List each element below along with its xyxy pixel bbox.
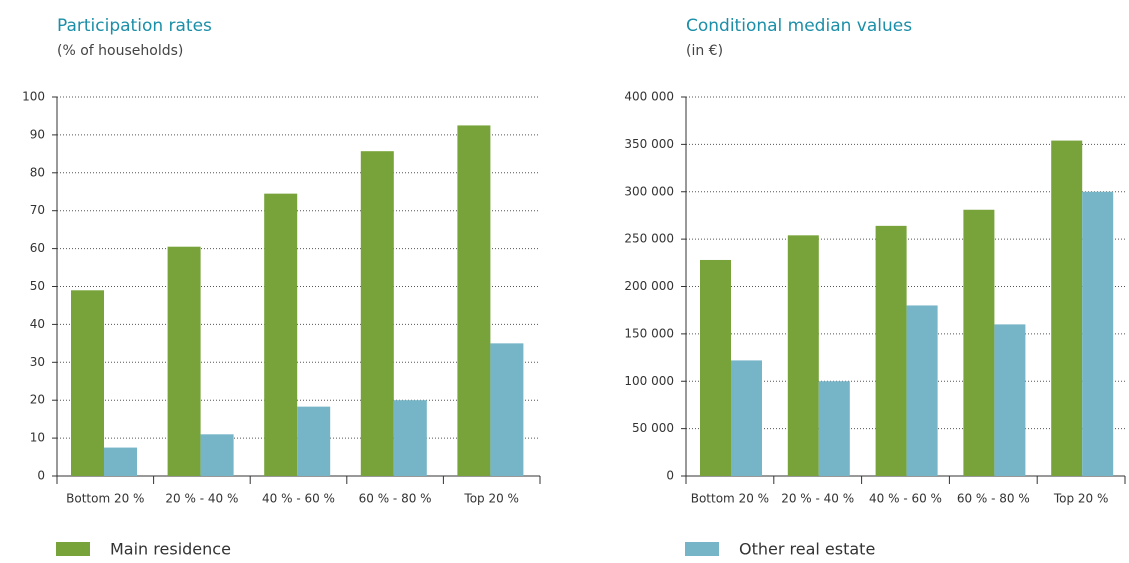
bar [994,324,1026,476]
y-tick-label: 150 000 [624,326,674,340]
bar [490,343,524,476]
bar [200,434,234,476]
y-tick-label: 400 000 [624,90,674,104]
y-tick-label: 30 [30,355,45,369]
bar [875,225,907,476]
bar [457,125,491,477]
y-tick-label: 250 000 [624,232,674,246]
y-tick-label: 350 000 [624,137,674,151]
bar [264,193,298,476]
bar [360,151,394,476]
y-tick-label: 80 [30,165,45,179]
bar [1051,140,1083,476]
legend-swatch [56,542,90,556]
y-tick-label: 20 [30,393,45,407]
y-tick-label: 10 [30,431,45,445]
bar [297,406,331,476]
x-tick-label: 60 % - 80 % [957,492,1030,506]
bar [906,305,938,476]
x-tick-label: 40 % - 60 % [869,492,942,506]
chart-title: Conditional median values [686,16,912,36]
chart-subtitle: (% of households) [57,43,183,59]
x-tick-label: Top 20 % [463,492,519,506]
x-tick-label: 60 % - 80 % [359,492,432,506]
x-tick-label: 40 % - 60 % [262,492,335,506]
y-tick-label: 60 [30,241,45,255]
y-tick-label: 300 000 [624,184,674,198]
bar [700,259,731,476]
bar [104,447,137,476]
x-tick-label: 20 % - 40 % [781,492,854,506]
x-tick-label: 20 % - 40 % [165,492,238,506]
legend-label: Main residence [110,540,231,559]
y-tick-label: 40 [30,317,45,331]
bar [393,400,427,476]
bar [71,290,104,476]
bar [167,246,201,476]
y-tick-label: 0 [666,469,674,483]
y-tick-label: 100 000 [624,374,674,388]
x-tick-label: Bottom 20 % [691,492,769,506]
x-tick-label: Top 20 % [1053,492,1109,506]
x-tick-label: Bottom 20 % [66,492,144,506]
legend-swatch [685,542,719,556]
bar [963,209,995,476]
y-tick-label: 50 [30,279,45,293]
bar [787,235,819,476]
bar [818,381,850,476]
bar [731,360,762,476]
y-tick-label: 90 [30,127,45,141]
chart-title: Participation rates [57,16,212,36]
y-tick-label: 0 [37,469,45,483]
bar [1082,191,1114,476]
y-tick-label: 200 000 [624,279,674,293]
chart-subtitle: (in €) [686,43,723,59]
legend-label: Other real estate [739,540,875,559]
y-tick-label: 70 [30,203,45,217]
y-tick-label: 50 000 [632,421,674,435]
y-tick-label: 100 [22,90,45,104]
